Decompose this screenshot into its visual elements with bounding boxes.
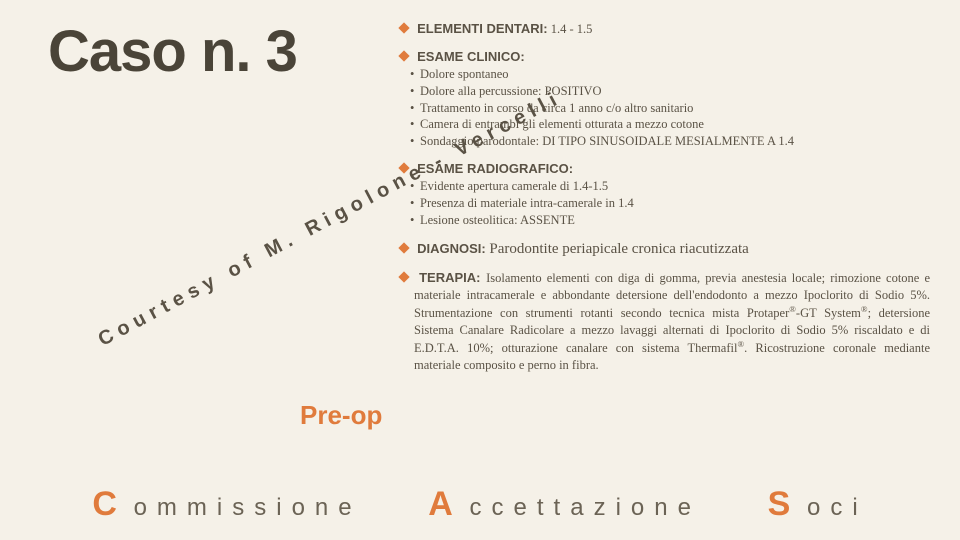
footer-word-1: ommissione <box>134 494 362 521</box>
footer-word-3: oci <box>807 494 868 521</box>
footer-word-2: ccettazione <box>470 494 701 521</box>
reg-mark: ® <box>861 304 868 314</box>
footer: C ommissione A ccettazione S oci <box>0 485 960 524</box>
esame-clinico-head: ESAME CLINICO: <box>417 49 525 64</box>
section-terapia: TERAPIA: Isolamento elementi con diga di… <box>400 269 930 374</box>
preop-label: Pre-op <box>300 400 382 431</box>
case-title: Caso n. 3 <box>48 18 297 85</box>
section-diagnosi: DIAGNOSI: Parodontite periapicale cronic… <box>400 239 930 259</box>
terapia-head: TERAPIA: <box>419 270 486 285</box>
bullet-item: Presenza di materiale intra-camerale in … <box>400 195 930 212</box>
diamond-icon <box>398 242 409 253</box>
bullet-item: Sondaggio parodontale: DI TIPO SINUSOIDA… <box>400 133 930 150</box>
bullet-item: Evidente apertura camerale di 1.4-1.5 <box>400 178 930 195</box>
bullet-item: Trattamento in corso da circa 1 anno c/o… <box>400 100 930 117</box>
diamond-icon <box>398 271 409 282</box>
esame-radio-head: ESAME RADIOGRAFICO: <box>417 161 573 176</box>
section-elementi: ELEMENTI DENTARI: 1.4 - 1.5 <box>400 20 930 38</box>
bullet-item: Lesione osteolitica: ASSENTE <box>400 212 930 229</box>
diamond-icon <box>398 22 409 33</box>
diagnosi-head: DIAGNOSI: <box>417 241 489 256</box>
diagnosi-val: Parodontite periapicale cronica riacutiz… <box>489 241 748 257</box>
footer-cap-a: A <box>428 485 453 523</box>
footer-cap-c: C <box>92 485 117 523</box>
section-esame-radiografico: ESAME RADIOGRAFICO: Evidente apertura ca… <box>400 160 930 229</box>
bullet-item: Camera di entrambi gli elementi otturata… <box>400 116 930 133</box>
footer-cap-s: S <box>768 485 791 523</box>
terapia-text-b: -GT System <box>796 306 861 320</box>
clinical-content: ELEMENTI DENTARI: 1.4 - 1.5 ESAME CLINIC… <box>400 20 930 383</box>
elementi-val: 1.4 - 1.5 <box>548 22 593 36</box>
section-esame-clinico: ESAME CLINICO: Dolore spontaneo Dolore a… <box>400 48 930 150</box>
diamond-icon <box>398 50 409 61</box>
diamond-icon <box>398 162 409 173</box>
bullet-item: Dolore alla percussione: POSITIVO <box>400 83 930 100</box>
elementi-head: ELEMENTI DENTARI: <box>417 21 547 36</box>
reg-mark: ® <box>789 304 796 314</box>
bullet-item: Dolore spontaneo <box>400 66 930 83</box>
